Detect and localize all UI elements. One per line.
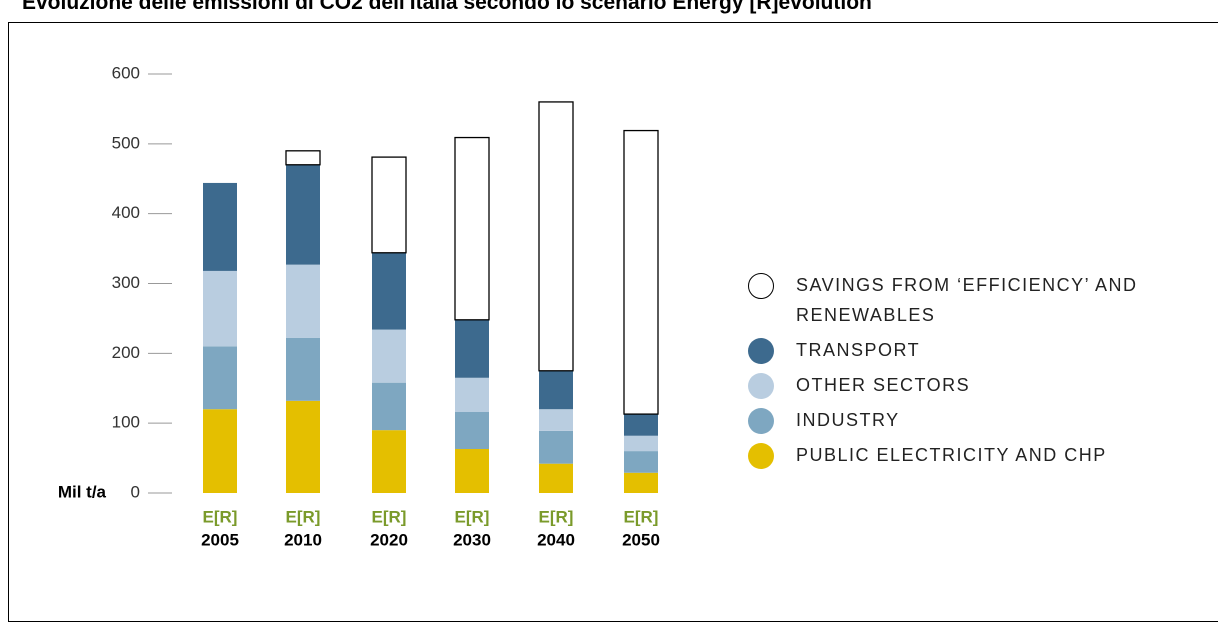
bar-segment [203,270,237,347]
bar-segment [203,346,237,410]
bar-segment [372,382,406,431]
chart-title: Evoluzione delle emissioni di CO2 dell'I… [22,0,872,14]
bar-segment [623,129,659,415]
bar-segment [285,150,321,166]
bar-segment [455,449,489,493]
bar-segment [539,463,573,493]
page: Evoluzione delle emissioni di CO2 dell'I… [8,0,1218,622]
x-tick-tag: E[R] [455,507,490,526]
bar-segment [372,252,406,330]
bar-segment [286,164,320,265]
x-tick-tag: E[R] [286,507,321,526]
x-tick-label: 2050 [622,530,660,549]
legend-item: TRANSPORT [748,338,1181,365]
x-tick-tag: E[R] [539,507,574,526]
legend-label: TRANSPORT [796,340,921,360]
bar-segment [286,264,320,338]
legend-item: INDUSTRY [748,408,1181,435]
legend-label: INDUSTRY [796,410,900,430]
bar-segment [372,430,406,493]
bar-segment [371,156,407,254]
x-tick-label: 2030 [453,530,491,549]
x-tick-label: 2020 [370,530,408,549]
bar-segment [203,409,237,493]
x-tick-label: 2005 [201,530,239,549]
bar-segment [624,435,658,452]
x-tick-tag: E[R] [372,507,407,526]
x-tick-tag: E[R] [203,507,238,526]
y-axis-label: Mil t/a [58,482,107,501]
y-tick-label: 100 [112,413,140,432]
y-tick-label: 300 [112,273,140,292]
bar-segment [539,430,573,464]
legend-swatch [748,273,774,299]
bar-segment [538,101,574,372]
bar-segment [372,329,406,383]
legend-swatch [748,408,774,434]
legend-item: OTHER SECTORS [748,373,1181,400]
bar-segment [539,409,573,431]
legend-item: SAVINGS FROM ‘EFFICIENCY’ AND RENEWABLES [748,273,1181,330]
legend-item: PUBLIC ELECTRICITY AND CHP [748,443,1181,470]
legend: SAVINGS FROM ‘EFFICIENCY’ AND RENEWABLES… [748,273,1181,481]
bar-segment [455,319,489,378]
y-tick-label: 400 [112,203,140,222]
bar-segment [286,400,320,493]
legend-swatch [748,338,774,364]
bar-segment [455,411,489,450]
x-tick-label: 2010 [284,530,322,549]
bar-segment [203,182,237,271]
legend-label: OTHER SECTORS [796,375,971,395]
bar-segment [624,451,658,473]
x-tick-tag: E[R] [624,507,659,526]
bar-segment [454,136,490,321]
x-tick-label: 2040 [537,530,575,549]
y-tick-label: 600 [112,63,140,82]
bar-segment [624,472,658,493]
y-tick-label: 200 [112,343,140,362]
y-tick-label: 0 [131,482,140,501]
bar-segment [539,370,573,410]
legend-label: SAVINGS FROM ‘EFFICIENCY’ AND RENEWABLES [796,275,1138,325]
bar-segment [624,414,658,436]
bar-segment [455,377,489,412]
chart: 0 100 200 300 400 500 600 Mil t/a E[R] 2005 E[R] 20… [58,63,660,549]
bar-segment [286,337,320,401]
legend-swatch [748,443,774,469]
legend-label: PUBLIC ELECTRICITY AND CHP [796,445,1107,465]
y-tick-label: 500 [112,133,140,152]
legend-swatch [748,373,774,399]
